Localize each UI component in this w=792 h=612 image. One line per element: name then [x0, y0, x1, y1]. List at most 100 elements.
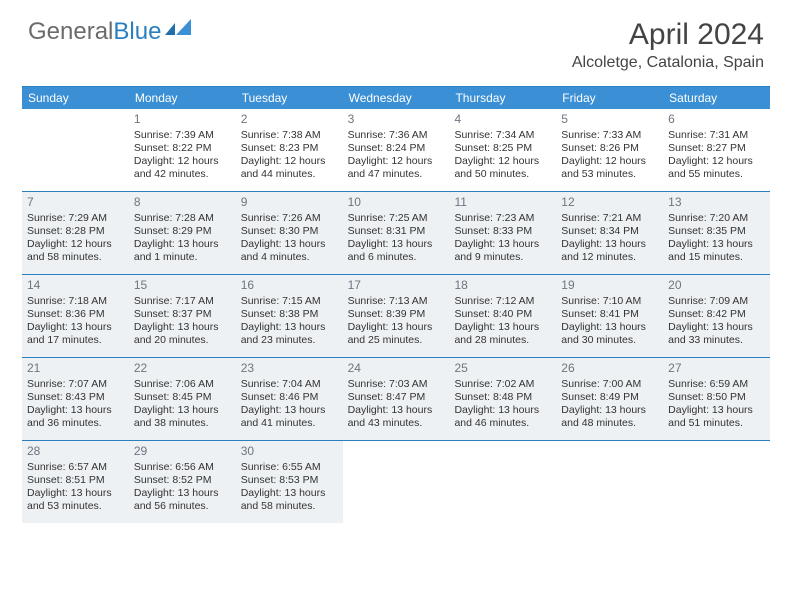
sunset-text: Sunset: 8:27 PM: [668, 142, 765, 155]
sunset-text: Sunset: 8:40 PM: [454, 308, 551, 321]
sunrise-text: Sunrise: 7:33 AM: [561, 129, 658, 142]
day-number: 17: [348, 278, 445, 293]
daylight-text: Daylight: 12 hours and 50 minutes.: [454, 155, 551, 181]
calendar-cell: 21Sunrise: 7:07 AMSunset: 8:43 PMDayligh…: [22, 358, 129, 440]
sunset-text: Sunset: 8:42 PM: [668, 308, 765, 321]
sunset-text: Sunset: 8:41 PM: [561, 308, 658, 321]
sunrise-text: Sunrise: 7:03 AM: [348, 378, 445, 391]
sunrise-text: Sunrise: 7:28 AM: [134, 212, 231, 225]
calendar-week: 21Sunrise: 7:07 AMSunset: 8:43 PMDayligh…: [22, 358, 770, 441]
calendar-cell: 14Sunrise: 7:18 AMSunset: 8:36 PMDayligh…: [22, 275, 129, 357]
sunset-text: Sunset: 8:47 PM: [348, 391, 445, 404]
sunset-text: Sunset: 8:35 PM: [668, 225, 765, 238]
daylight-text: Daylight: 13 hours and 12 minutes.: [561, 238, 658, 264]
sunset-text: Sunset: 8:26 PM: [561, 142, 658, 155]
calendar-cell: 3Sunrise: 7:36 AMSunset: 8:24 PMDaylight…: [343, 109, 450, 191]
calendar-cell: 23 Sunrise: 7:04 AMSunset: 8:46 PMDayligh…: [236, 358, 343, 440]
day-number: 23: [241, 361, 338, 376]
calendar-cell: 24Sunrise: 7:03 AMSunset: 8:47 PMDayligh…: [343, 358, 450, 440]
sunset-text: Sunset: 8:49 PM: [561, 391, 658, 404]
day-number: 6: [668, 112, 765, 127]
calendar-cell: [343, 441, 450, 523]
day-number: 18: [454, 278, 551, 293]
day-header: Friday: [556, 87, 663, 109]
sunrise-text: Sunrise: 7:31 AM: [668, 129, 765, 142]
month-title: April 2024: [572, 18, 764, 52]
calendar-cell: 28Sunrise: 6:57 AMSunset: 8:51 PMDayligh…: [22, 441, 129, 523]
sunrise-text: Sunrise: 7:38 AM: [241, 129, 338, 142]
calendar-cell: 20Sunrise: 7:09 AMSunset: 8:42 PMDayligh…: [663, 275, 770, 357]
daylight-text: Daylight: 13 hours and 1 minute.: [134, 238, 231, 264]
daylight-text: Daylight: 13 hours and 23 minutes.: [241, 321, 338, 347]
sunrise-text: Sunrise: 7:06 AM: [134, 378, 231, 391]
daylight-text: Daylight: 13 hours and 51 minutes.: [668, 404, 765, 430]
sunrise-text: Sunrise: 7:15 AM: [241, 295, 338, 308]
daylight-text: Daylight: 13 hours and 46 minutes.: [454, 404, 551, 430]
sunset-text: Sunset: 8:52 PM: [134, 474, 231, 487]
logo-flag-icon: [165, 18, 193, 46]
calendar-week: 1 Sunrise: 7:39 AMSunset: 8:22 PM Daylight…: [22, 109, 770, 192]
location-text: Alcoletge, Catalonia, Spain: [572, 54, 764, 72]
daylight-text: Daylight: 13 hours and 48 minutes.: [561, 404, 658, 430]
sunset-text: Sunset: 8:50 PM: [668, 391, 765, 404]
day-number: 7: [27, 195, 124, 210]
day-header: Tuesday: [236, 87, 343, 109]
sunrise-text: Sunrise: 6:59 AM: [668, 378, 765, 391]
daylight-text: Daylight: 13 hours and 43 minutes.: [348, 404, 445, 430]
day-number: 15: [134, 278, 231, 293]
daylight-text: Daylight: 13 hours and 56 minutes.: [134, 487, 231, 513]
sunrise-text: Sunrise: 7:39 AM: [134, 129, 231, 142]
sunset-text: Sunset: 8:33 PM: [454, 225, 551, 238]
daylight-text: Daylight: 13 hours and 53 minutes.: [27, 487, 124, 513]
page-header: GeneralBlue April 2024 Alcoletge, Catalo…: [0, 0, 792, 80]
calendar-cell: 15Sunrise: 7:17 AMSunset: 8:37 PMDayligh…: [129, 275, 236, 357]
calendar-cell: 25Sunrise: 7:02 AMSunset: 8:48 PMDayligh…: [449, 358, 556, 440]
calendar-cell: 19Sunrise: 7:10 AMSunset: 8:41 PMDayligh…: [556, 275, 663, 357]
day-number: 29: [134, 444, 231, 459]
calendar-cell: 13Sunrise: 7:20 AMSunset: 8:35 PMDayligh…: [663, 192, 770, 274]
sunrise-text: Sunrise: 7:34 AM: [454, 129, 551, 142]
calendar-cell: 26Sunrise: 7:00 AMSunset: 8:49 PMDayligh…: [556, 358, 663, 440]
sunset-text: Sunset: 8:53 PM: [241, 474, 338, 487]
sunset-text: Sunset: 8:22 PM: [134, 142, 231, 155]
calendar-cell: 7Sunrise: 7:29 AMSunset: 8:28 PMDaylight…: [22, 192, 129, 274]
sunset-text: Sunset: 8:48 PM: [454, 391, 551, 404]
sunset-text: Sunset: 8:46 PM: [241, 391, 338, 404]
day-header: Thursday: [449, 87, 556, 109]
sunrise-text: Sunrise: 7:21 AM: [561, 212, 658, 225]
calendar-cell: 6Sunrise: 7:31 AMSunset: 8:27 PMDaylight…: [663, 109, 770, 191]
daylight-text: Daylight: 13 hours and 20 minutes.: [134, 321, 231, 347]
day-number: 11: [454, 195, 551, 210]
daylight-text: Daylight: 13 hours and 41 minutes.: [241, 404, 338, 430]
calendar-cell: 11Sunrise: 7:23 AMSunset: 8:33 PMDayligh…: [449, 192, 556, 274]
day-number: 21: [27, 361, 124, 376]
day-number: 13: [668, 195, 765, 210]
day-number: 4: [454, 112, 551, 127]
calendar-cell: 17Sunrise: 7:13 AMSunset: 8:39 PMDayligh…: [343, 275, 450, 357]
calendar-cell: 2Sunrise: 7:38 AMSunset: 8:23 PMDaylight…: [236, 109, 343, 191]
calendar-week: 28Sunrise: 6:57 AMSunset: 8:51 PMDayligh…: [22, 441, 770, 523]
sunset-text: Sunset: 8:29 PM: [134, 225, 231, 238]
calendar-cell: 30Sunrise: 6:55 AMSunset: 8:53 PMDayligh…: [236, 441, 343, 523]
calendar-week: 14Sunrise: 7:18 AMSunset: 8:36 PMDayligh…: [22, 275, 770, 358]
daylight-text: Daylight: 13 hours and 4 minutes.: [241, 238, 338, 264]
sunset-text: Sunset: 8:51 PM: [27, 474, 124, 487]
calendar-cell: 12Sunrise: 7:21 AMSunset: 8:34 PMDayligh…: [556, 192, 663, 274]
calendar-cell: 22Sunrise: 7:06 AMSunset: 8:45 PMDayligh…: [129, 358, 236, 440]
calendar-cell: 10Sunrise: 7:25 AMSunset: 8:31 PMDayligh…: [343, 192, 450, 274]
day-number: 10: [348, 195, 445, 210]
calendar-cell: [663, 441, 770, 523]
sunset-text: Sunset: 8:23 PM: [241, 142, 338, 155]
calendar-cell: 8Sunrise: 7:28 AMSunset: 8:29 PMDaylight…: [129, 192, 236, 274]
day-number: 2: [241, 112, 338, 127]
title-block: April 2024 Alcoletge, Catalonia, Spain: [572, 18, 764, 72]
sunrise-text: Sunrise: 7:04 AM: [241, 378, 338, 391]
sunrise-text: Sunrise: 6:55 AM: [241, 461, 338, 474]
daylight-text: Daylight: 13 hours and 6 minutes.: [348, 238, 445, 264]
day-number: 1: [134, 112, 231, 127]
calendar-cell: [22, 109, 129, 191]
day-number: 16: [241, 278, 338, 293]
daylight-text: Daylight: 13 hours and 36 minutes.: [27, 404, 124, 430]
daylight-text: Daylight: 13 hours and 58 minutes.: [241, 487, 338, 513]
sunrise-text: Sunrise: 7:07 AM: [27, 378, 124, 391]
